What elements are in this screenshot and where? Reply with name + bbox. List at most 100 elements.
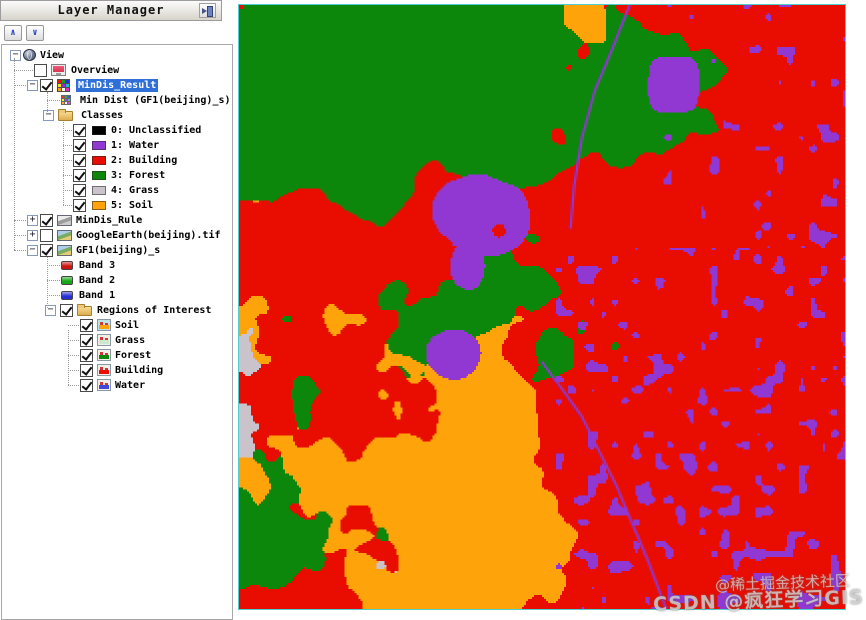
globe-icon bbox=[22, 49, 38, 62]
visibility-checkbox[interactable] bbox=[80, 379, 93, 392]
expand-toggle-icon[interactable]: + bbox=[27, 230, 38, 241]
roi-icon bbox=[97, 364, 111, 376]
visibility-checkbox[interactable] bbox=[40, 79, 53, 92]
dock-panel-icon[interactable] bbox=[199, 3, 216, 18]
tree-row-overview[interactable]: Overview bbox=[0, 63, 234, 78]
collapse-toggle-icon[interactable]: − bbox=[10, 50, 21, 61]
tree-row-class-building[interactable]: 2: Building bbox=[0, 153, 234, 168]
tree-connector bbox=[47, 100, 60, 101]
classification-map-canvas[interactable] bbox=[239, 5, 845, 609]
tree-row-roi-building[interactable]: Building bbox=[0, 363, 234, 378]
collapse-toggle-icon[interactable]: − bbox=[45, 305, 56, 316]
tree-label-class-forest[interactable]: 3: Forest bbox=[111, 170, 166, 181]
tree-row-class-grass[interactable]: 4: Grass bbox=[0, 183, 234, 198]
expand-toggle-icon[interactable]: + bbox=[27, 215, 38, 226]
tree-label-roi-soil[interactable]: Soil bbox=[115, 320, 140, 331]
tree-connector bbox=[63, 160, 72, 161]
tree-label-band-1[interactable]: Band 1 bbox=[79, 290, 116, 301]
tree-connector bbox=[68, 355, 79, 356]
tree-label-mindis-rule[interactable]: MinDis_Rule bbox=[76, 215, 143, 226]
visibility-checkbox[interactable] bbox=[73, 184, 86, 197]
visibility-checkbox[interactable] bbox=[73, 154, 86, 167]
tree-label-band-2[interactable]: Band 2 bbox=[79, 275, 116, 286]
tree-connector bbox=[47, 265, 60, 266]
collapse-all-button[interactable]: ∧ bbox=[4, 25, 22, 41]
monitor-icon bbox=[51, 64, 66, 76]
tree-row-band-1[interactable]: Band 1 bbox=[0, 288, 234, 303]
tree-connector bbox=[68, 385, 79, 386]
tree-connector bbox=[68, 325, 79, 326]
tree-label-googleearth[interactable]: GoogleEarth(beijing).tif bbox=[76, 230, 221, 241]
tree-label-roi-building[interactable]: Building bbox=[115, 365, 164, 376]
tree-label-class-soil[interactable]: 5: Soil bbox=[111, 200, 154, 211]
raster-icon bbox=[57, 230, 72, 241]
color-swatch bbox=[92, 201, 106, 210]
tree-label-roi-water[interactable]: Water bbox=[115, 380, 146, 391]
visibility-checkbox[interactable] bbox=[73, 169, 86, 182]
visibility-checkbox[interactable] bbox=[34, 64, 47, 77]
tree-connector bbox=[14, 235, 26, 236]
tree-row-class-water[interactable]: 1: Water bbox=[0, 138, 234, 153]
tree-row-view[interactable]: − View bbox=[0, 48, 234, 63]
map-view-frame bbox=[238, 4, 846, 610]
tree-row-class-unclassified[interactable]: 0: Unclassified bbox=[0, 123, 234, 138]
tree-row-googleearth[interactable]: + GoogleEarth(beijing).tif bbox=[0, 228, 234, 243]
tree-label-gf1[interactable]: GF1(beijing)_s bbox=[76, 245, 161, 256]
tree-label-band-3[interactable]: Band 3 bbox=[79, 260, 116, 271]
tree-row-class-soil[interactable]: 5: Soil bbox=[0, 198, 234, 213]
tree-label-view[interactable]: View bbox=[40, 50, 65, 61]
visibility-checkbox[interactable] bbox=[73, 199, 86, 212]
tree-row-min-dist[interactable]: Min Dist (GF1(beijing)_s) bbox=[0, 93, 234, 108]
tree-label-roi-grass[interactable]: Grass bbox=[115, 335, 146, 346]
tree-connector bbox=[14, 220, 26, 221]
tree-row-class-forest[interactable]: 3: Forest bbox=[0, 168, 234, 183]
tree-label-class-unclassified[interactable]: 0: Unclassified bbox=[111, 125, 202, 136]
tree-row-roi-soil[interactable]: Soil bbox=[0, 318, 234, 333]
visibility-checkbox[interactable] bbox=[80, 349, 93, 362]
tree-label-overview[interactable]: Overview bbox=[71, 65, 120, 76]
tree-connector-line bbox=[68, 330, 69, 385]
tree-row-roi-grass[interactable]: Grass bbox=[0, 333, 234, 348]
tree-label-class-grass[interactable]: 4: Grass bbox=[111, 185, 160, 196]
tree-label-class-water[interactable]: 1: Water bbox=[111, 140, 160, 151]
roi-icon bbox=[97, 334, 111, 346]
tree-row-mindis-result[interactable]: − MinDis_Result bbox=[0, 78, 234, 93]
visibility-checkbox[interactable] bbox=[60, 304, 73, 317]
tree-row-roi-forest[interactable]: Forest bbox=[0, 348, 234, 363]
tree-label-roi-forest[interactable]: Forest bbox=[115, 350, 152, 361]
visibility-checkbox[interactable] bbox=[80, 334, 93, 347]
tree-connector bbox=[14, 250, 26, 251]
tree-connector-line bbox=[14, 58, 15, 250]
visibility-checkbox[interactable] bbox=[40, 229, 53, 242]
collapse-toggle-icon[interactable]: − bbox=[27, 245, 38, 256]
collapse-toggle-icon[interactable]: − bbox=[43, 110, 54, 121]
expand-all-button[interactable]: ∨ bbox=[26, 25, 44, 41]
visibility-checkbox[interactable] bbox=[73, 139, 86, 152]
tree-label-regions-of-interest[interactable]: Regions of Interest bbox=[97, 305, 212, 316]
tree-row-classes[interactable]: − Classes bbox=[0, 108, 234, 123]
tree-row-roi-water[interactable]: Water bbox=[0, 378, 234, 393]
tree-label-mindis-result[interactable]: MinDis_Result bbox=[76, 79, 159, 92]
tree-label-classes[interactable]: Classes bbox=[81, 110, 124, 121]
visibility-checkbox[interactable] bbox=[73, 124, 86, 137]
roi-icon bbox=[97, 319, 111, 331]
visibility-checkbox[interactable] bbox=[40, 214, 53, 227]
tree-row-mindis-rule[interactable]: + MinDis_Rule bbox=[0, 213, 234, 228]
color-swatch bbox=[92, 126, 106, 135]
tree-connector bbox=[47, 295, 60, 296]
tree-row-gf1[interactable]: − GF1(beijing)_s bbox=[0, 243, 234, 258]
raster-icon bbox=[57, 245, 72, 256]
collapse-toggle-icon[interactable]: − bbox=[27, 80, 38, 91]
tree-row-regions-of-interest[interactable]: − Regions of Interest bbox=[0, 303, 234, 318]
tree-row-band-2[interactable]: Band 2 bbox=[0, 273, 234, 288]
visibility-checkbox[interactable] bbox=[40, 244, 53, 257]
visibility-checkbox[interactable] bbox=[80, 364, 93, 377]
tree-label-min-dist[interactable]: Min Dist (GF1(beijing)_s) bbox=[80, 95, 231, 106]
tree-connector-line bbox=[47, 257, 48, 308]
color-swatch bbox=[92, 156, 106, 165]
visibility-checkbox[interactable] bbox=[80, 319, 93, 332]
tree-label-class-building[interactable]: 2: Building bbox=[111, 155, 178, 166]
tree-row-band-3[interactable]: Band 3 bbox=[0, 258, 234, 273]
panel-title: Layer Manager bbox=[57, 3, 165, 17]
